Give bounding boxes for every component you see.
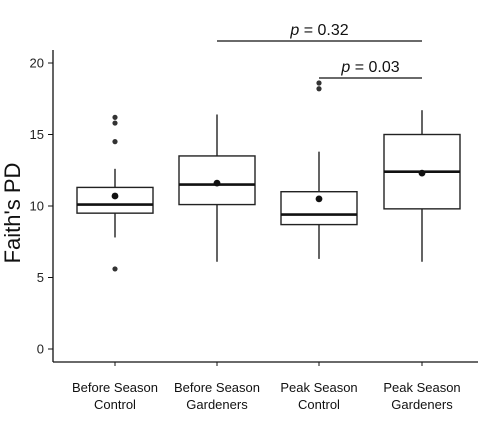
box-group (280, 80, 358, 259)
box-group (178, 114, 256, 262)
mean-point (213, 179, 221, 187)
p-value-label: p = 0.32 (289, 22, 348, 39)
outlier-point (316, 80, 322, 86)
outlier-point (316, 86, 322, 92)
mean-point (111, 192, 119, 200)
y-tick-label: 15 (30, 127, 44, 142)
x-category-label-line: Gardeners (186, 397, 248, 412)
p-value-text: = 0.03 (350, 59, 399, 76)
x-category-label: Peak Season Gardeners (383, 380, 460, 412)
y-tick-label: 5 (37, 270, 44, 285)
x-category-label-line: Peak Season (280, 380, 357, 395)
p-value-text: = 0.32 (299, 22, 348, 39)
boxes (76, 80, 461, 272)
outlier-point (112, 139, 118, 145)
y-tick-label: 10 (30, 199, 44, 214)
outlier-point (112, 114, 118, 120)
p-value-label: p = 0.03 (340, 59, 399, 76)
outlier-point (112, 266, 118, 272)
x-category-label: Peak Season Control (280, 380, 357, 412)
x-category-label-line: Control (94, 397, 136, 412)
y-tick-label: 0 (37, 342, 44, 357)
box-group (76, 114, 154, 272)
box-group (383, 110, 461, 262)
x-category-label-line: Control (298, 397, 340, 412)
p-symbol: p (289, 22, 299, 39)
mean-point (418, 169, 426, 177)
y-axis-label: Faith's PD (0, 163, 25, 264)
x-category-label-line: Before Season (174, 380, 260, 395)
y-ticks: 0 5 10 15 20 (30, 56, 53, 357)
x-category-labels: Before Season Control Before Season Gardene… (72, 362, 461, 412)
x-category-label: Before Season Gardeners (174, 380, 260, 412)
y-tick-label: 20 (30, 56, 44, 71)
x-category-label-line: Before Season (72, 380, 158, 395)
iqr-box (76, 186, 154, 214)
x-category-label-line: Peak Season (383, 380, 460, 395)
mean-point (315, 195, 323, 203)
x-category-label-line: Gardeners (391, 397, 453, 412)
x-category-label: Before Season Control (72, 380, 158, 412)
p-symbol: p (340, 59, 350, 76)
significance-annotations: p = 0.32p = 0.03 (217, 22, 422, 79)
outlier-point (112, 120, 118, 126)
